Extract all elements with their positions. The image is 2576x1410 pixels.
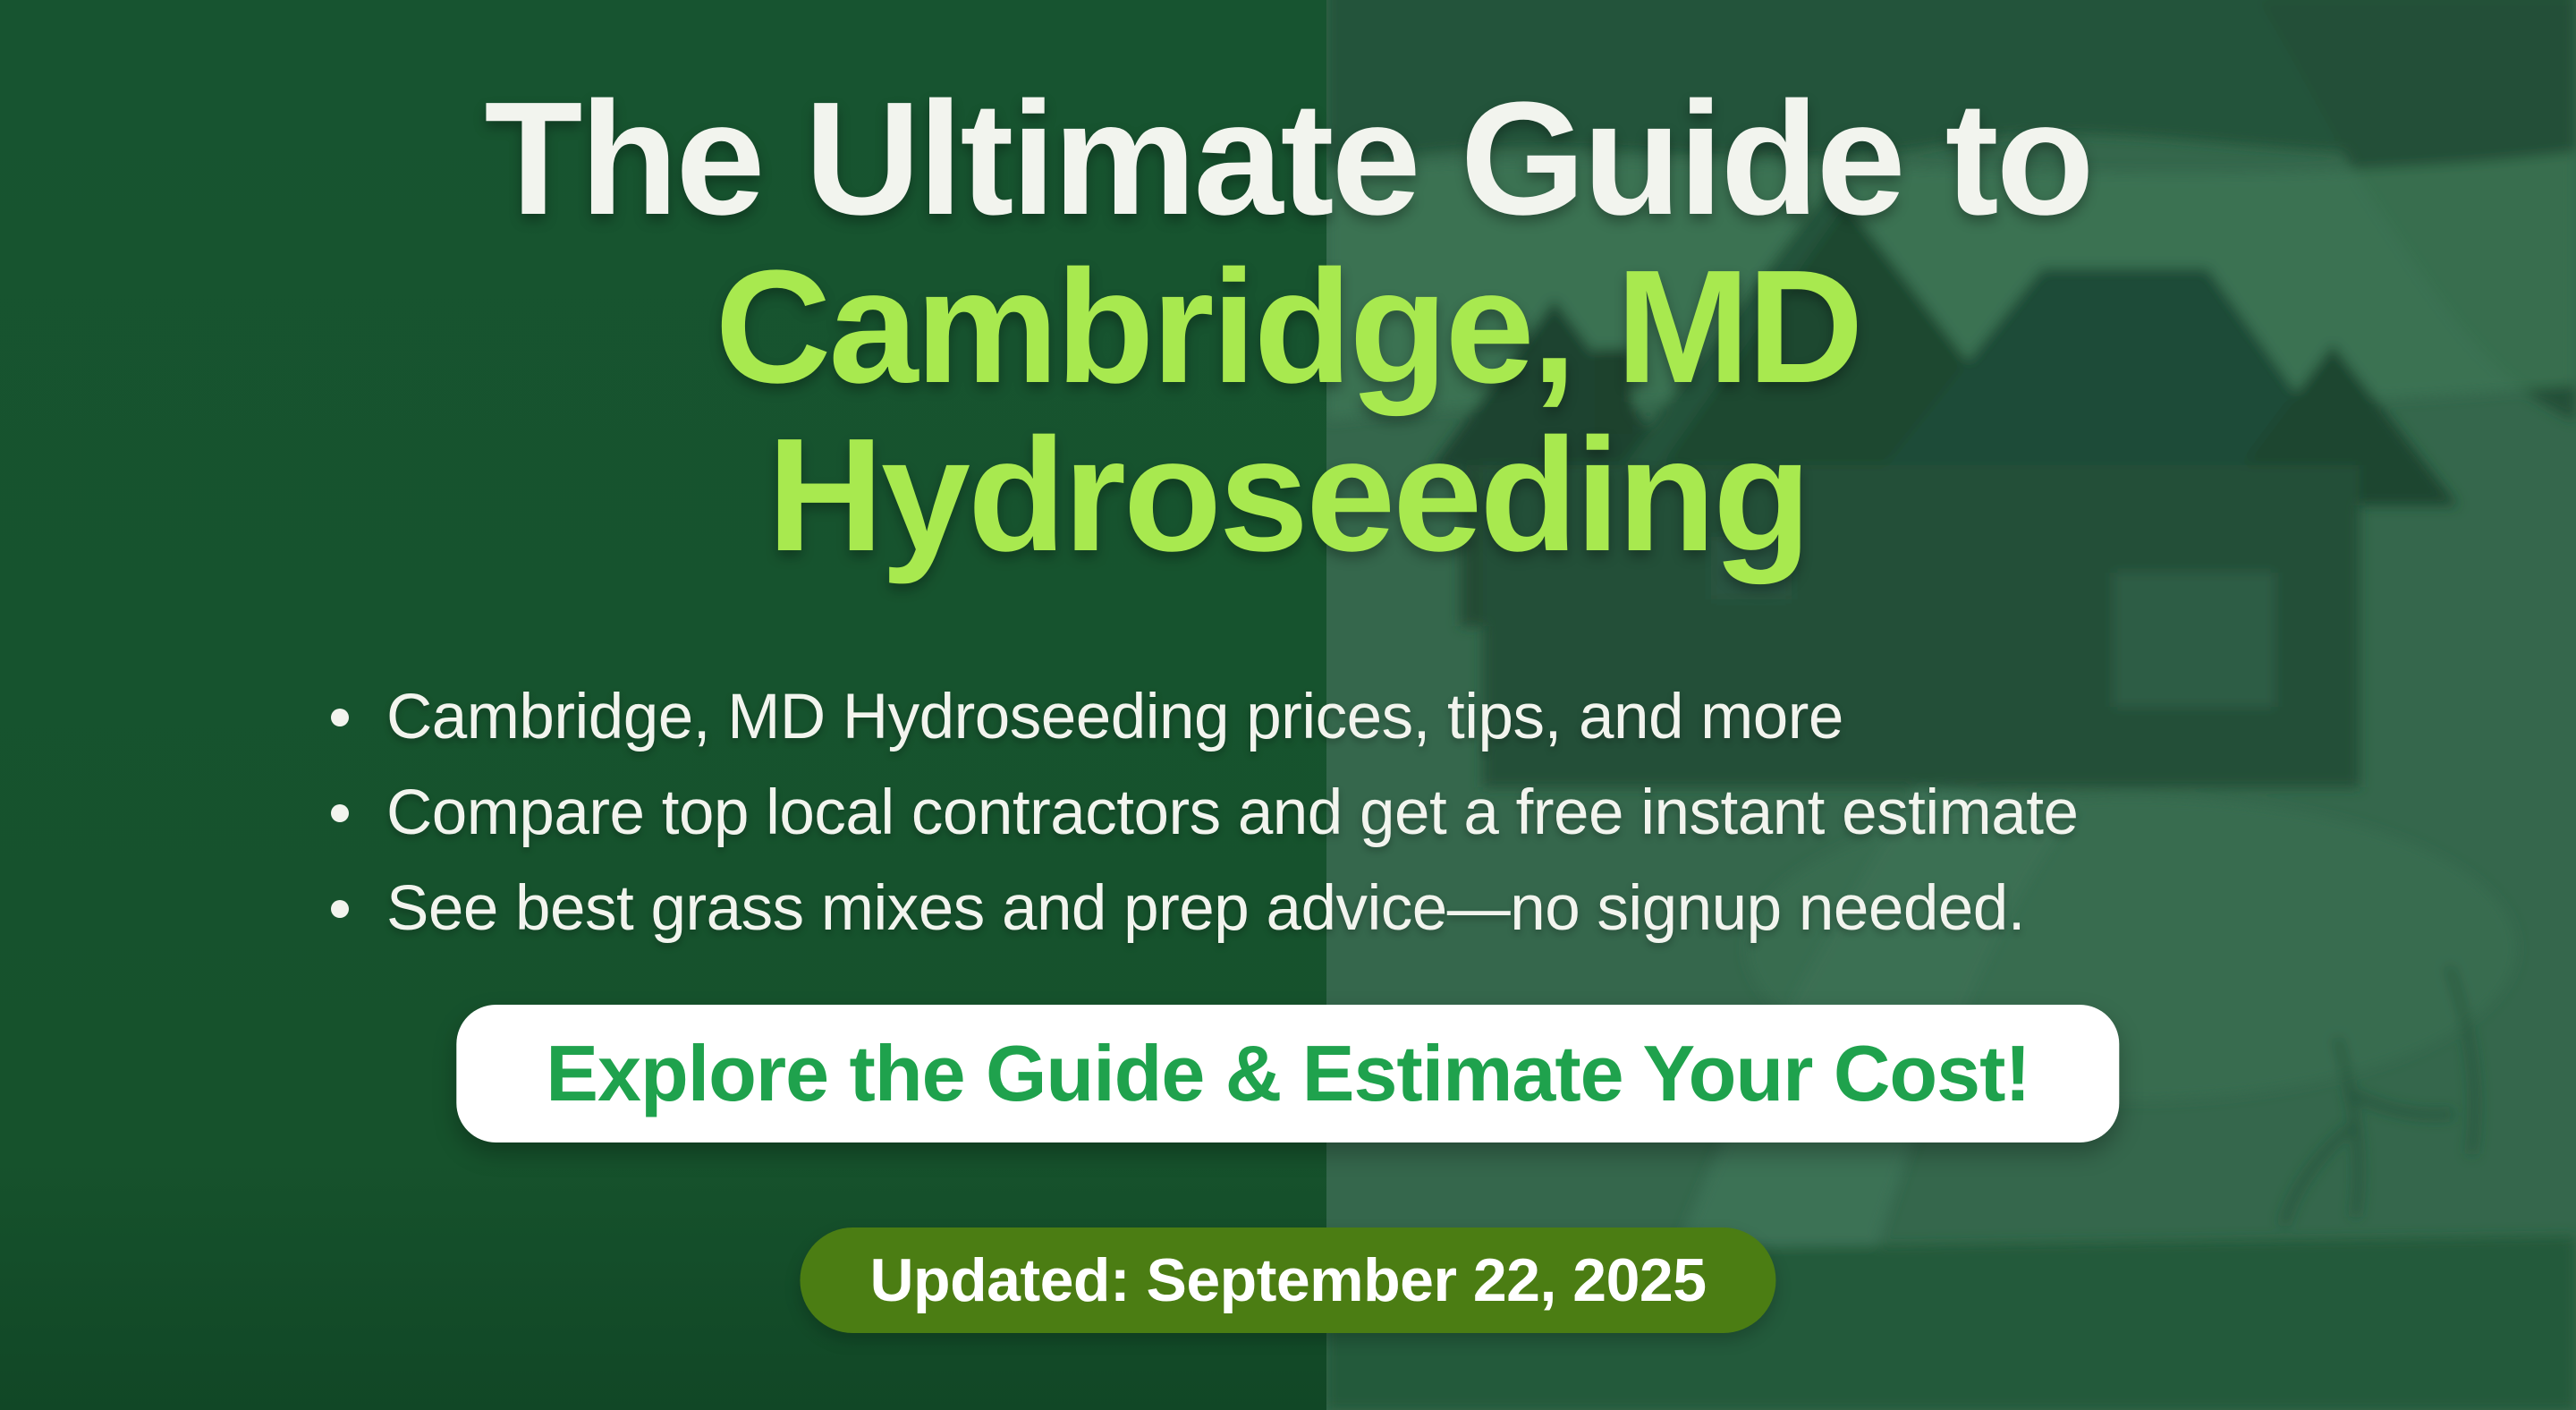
list-item-text: See best grass mixes and prep advice—no … <box>386 873 2026 944</box>
list-item-text: Compare top local contractors and get a … <box>386 777 2079 848</box>
bullet-dot-icon <box>331 803 349 822</box>
list-item-text: Cambridge, MD Hydroseeding prices, tips,… <box>386 682 1843 752</box>
updated-date-badge: Updated: September 22, 2025 <box>800 1227 1776 1333</box>
list-item: Cambridge, MD Hydroseeding prices, tips,… <box>327 669 2469 765</box>
list-item: Compare top local contractors and get a … <box>327 765 2469 861</box>
bullet-dot-icon <box>331 899 349 918</box>
bullet-dot-icon <box>331 708 349 726</box>
title-line-2: Cambridge, MD <box>715 237 1863 417</box>
benefits-list: Cambridge, MD Hydroseeding prices, tips,… <box>327 669 2469 956</box>
page-title: The Ultimate Guide to Cambridge, MD Hydr… <box>0 75 2576 580</box>
title-line-3: Hydroseeding <box>767 405 1811 585</box>
title-line-1: The Ultimate Guide to <box>484 69 2094 249</box>
explore-guide-button[interactable]: Explore the Guide & Estimate Your Cost! <box>456 1005 2120 1142</box>
list-item: See best grass mixes and prep advice—no … <box>327 861 2469 956</box>
